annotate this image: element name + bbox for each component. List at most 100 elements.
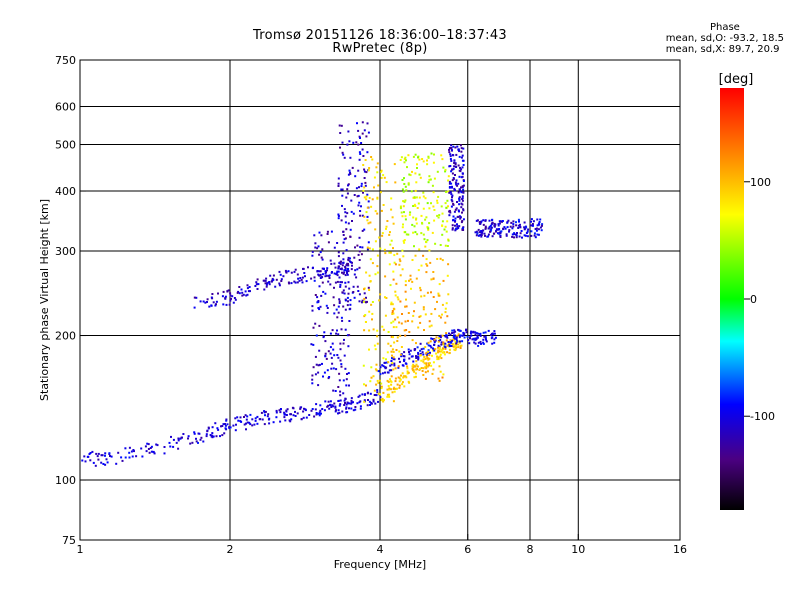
- data-point-744: [278, 270, 281, 273]
- data-point-1523: [436, 214, 439, 217]
- data-point-133: [254, 417, 257, 420]
- data-point-145: [245, 428, 247, 431]
- data-point-598: [453, 334, 456, 337]
- data-point-1103: [348, 140, 351, 143]
- data-point-1949: [515, 233, 518, 236]
- data-point-1679: [459, 166, 461, 169]
- data-point-1389: [420, 295, 423, 298]
- data-point-1191: [371, 312, 374, 315]
- y-tick-label-4: 400: [55, 185, 76, 198]
- data-point-1305: [381, 234, 384, 237]
- data-point-1789: [454, 217, 457, 220]
- data-point-1394: [417, 326, 420, 329]
- data-point-1588: [426, 226, 429, 229]
- data-point-211: [319, 404, 322, 407]
- data-point-562: [446, 334, 448, 337]
- data-point-190: [303, 407, 305, 410]
- data-point-1422: [432, 271, 435, 273]
- data-point-1315: [387, 331, 390, 333]
- data-point-681: [229, 294, 232, 297]
- data-point-1541: [428, 207, 431, 210]
- data-point-1918: [479, 222, 482, 225]
- data-point-856: [347, 281, 350, 284]
- data-point-1615: [402, 190, 405, 193]
- data-point-1953: [478, 221, 481, 223]
- data-point-348: [413, 370, 416, 373]
- data-point-1879: [511, 227, 514, 230]
- data-point-136: [256, 422, 259, 425]
- data-point-242: [348, 407, 350, 410]
- data-point-1468: [423, 294, 426, 297]
- data-point-31: [130, 450, 133, 453]
- data-point-1936: [493, 232, 496, 235]
- data-point-1577: [404, 156, 407, 159]
- data-point-1301: [370, 376, 373, 379]
- data-point-1162: [375, 166, 378, 169]
- data-point-1382: [425, 355, 428, 358]
- data-point-474: [397, 366, 400, 369]
- data-point-620: [470, 330, 473, 333]
- data-point-1466: [444, 321, 447, 324]
- data-point-1433: [435, 336, 438, 339]
- data-point-1272: [390, 388, 392, 391]
- data-point-1397: [397, 376, 400, 379]
- data-point-1779: [452, 167, 455, 170]
- data-point-906: [314, 246, 317, 249]
- data-point-1091: [342, 252, 345, 255]
- data-point-1285: [366, 246, 369, 249]
- data-point-1954: [480, 231, 483, 234]
- data-point-512: [430, 337, 433, 340]
- data-point-1279: [374, 348, 377, 351]
- data-point-1608: [434, 242, 437, 245]
- data-point-113: [207, 427, 210, 430]
- data-point-483: [403, 360, 406, 362]
- data-point-1706: [460, 150, 463, 153]
- data-point-1723: [451, 228, 454, 231]
- data-point-1295: [392, 320, 395, 323]
- data-point-1801: [535, 227, 538, 230]
- data-point-393: [436, 358, 439, 361]
- data-point-267: [345, 407, 348, 410]
- data-point-1077: [366, 300, 368, 303]
- data-point-1156: [337, 213, 340, 216]
- data-point-472: [379, 366, 382, 369]
- data-point-1482: [401, 179, 404, 181]
- data-point-212: [334, 410, 337, 413]
- data-point-36: [124, 447, 127, 450]
- data-point-93: [219, 435, 221, 438]
- data-point-1331: [404, 334, 407, 337]
- data-point-147: [235, 423, 237, 426]
- data-point-255: [354, 408, 357, 411]
- data-point-1029: [338, 300, 341, 303]
- data-point-1248: [387, 385, 390, 387]
- data-point-1634: [413, 203, 416, 206]
- data-point-1291: [363, 288, 365, 291]
- data-point-1490: [402, 223, 404, 226]
- data-point-1092: [347, 184, 349, 187]
- data-point-1714: [451, 224, 454, 227]
- data-point-1255: [380, 176, 383, 179]
- data-point-1316: [368, 274, 371, 277]
- data-point-269: [357, 395, 360, 398]
- data-point-540: [439, 336, 442, 339]
- data-point-1212: [393, 254, 396, 257]
- data-point-1194: [365, 211, 368, 214]
- data-point-646: [484, 335, 487, 338]
- data-point-388: [422, 358, 425, 361]
- data-point-195: [299, 407, 302, 410]
- data-point-853: [314, 322, 317, 325]
- data-point-1310: [394, 181, 397, 184]
- data-point-1147: [346, 212, 349, 215]
- data-point-1762: [457, 191, 460, 194]
- data-point-979: [322, 336, 325, 339]
- data-point-1860: [497, 232, 499, 235]
- data-point-875: [327, 350, 330, 353]
- data-point-397: [442, 347, 444, 350]
- x-tick-label-4: 8: [527, 543, 534, 556]
- data-point-1333: [401, 268, 404, 271]
- data-point-1207: [380, 382, 383, 385]
- data-point-1471: [409, 278, 412, 281]
- data-point-288: [356, 402, 359, 405]
- data-point-1008: [339, 281, 342, 284]
- data-point-434: [458, 342, 461, 345]
